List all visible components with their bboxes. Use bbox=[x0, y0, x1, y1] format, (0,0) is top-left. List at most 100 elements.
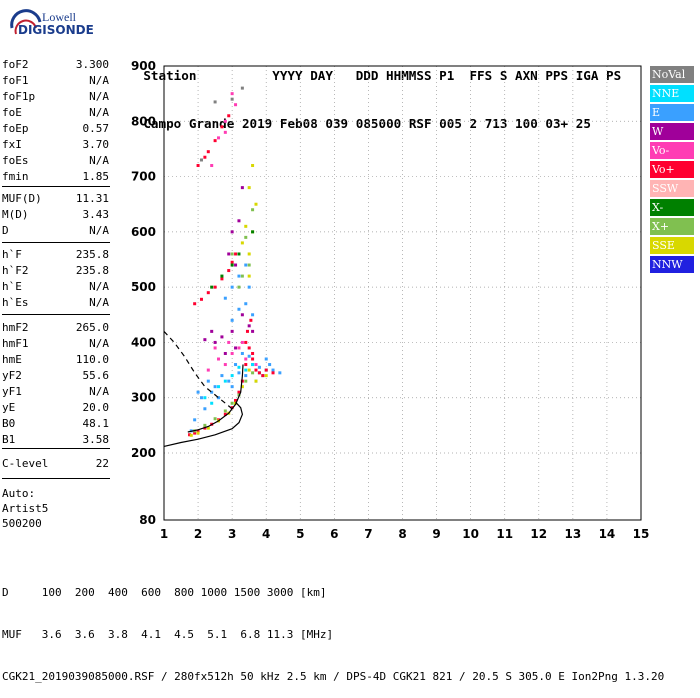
param-row: hmF2 265.0 bbox=[2, 321, 109, 337]
value-hhmmss: 085000 bbox=[355, 116, 402, 131]
echo-point bbox=[206, 379, 210, 383]
echo-point bbox=[254, 202, 258, 206]
value-axn: 713 bbox=[484, 116, 508, 131]
echo-point bbox=[244, 368, 248, 372]
auto-code: 500200 bbox=[2, 517, 42, 530]
echo-point bbox=[227, 379, 231, 383]
legend-item: SSW bbox=[650, 180, 694, 197]
echo-point bbox=[251, 371, 255, 375]
echo-point bbox=[199, 297, 203, 301]
echo-point bbox=[230, 329, 234, 333]
echo-point bbox=[244, 340, 248, 344]
echo-point bbox=[237, 371, 241, 375]
label-pps: PPS bbox=[545, 68, 569, 83]
echo-point bbox=[203, 338, 207, 342]
echo-point bbox=[234, 252, 238, 256]
echo-point bbox=[203, 423, 207, 427]
echo-point bbox=[230, 285, 234, 289]
echo-point bbox=[223, 351, 227, 355]
param-value: 235.8 bbox=[75, 264, 109, 277]
param-key: h`F bbox=[2, 248, 22, 261]
echo-point bbox=[230, 230, 234, 234]
value-p1: RSF bbox=[408, 116, 432, 131]
echo-point bbox=[213, 340, 217, 344]
param-value: 48.1 bbox=[82, 417, 110, 430]
echo-point bbox=[245, 329, 249, 333]
echo-point bbox=[244, 374, 248, 378]
param-row: foF1 N/A bbox=[2, 74, 109, 90]
param-key: h`F2 bbox=[2, 264, 29, 277]
legend-item: SSE bbox=[650, 237, 694, 254]
distance-row: D 100 200 400 600 800 1000 1500 3000 [km… bbox=[2, 586, 327, 599]
echo-point bbox=[240, 385, 244, 389]
echo-point bbox=[213, 285, 217, 289]
echo-point bbox=[213, 139, 217, 143]
legend-item: NoVal bbox=[650, 66, 694, 83]
logo-lowell: Lowell bbox=[42, 10, 76, 24]
x-tick-label: 1 bbox=[160, 527, 168, 541]
param-value: 265.0 bbox=[75, 321, 109, 334]
echo-point bbox=[230, 263, 234, 267]
echo-point bbox=[254, 368, 258, 372]
x-tick-label: 5 bbox=[296, 527, 304, 541]
echo-point bbox=[247, 274, 251, 278]
echo-point bbox=[230, 374, 234, 378]
echo-point bbox=[220, 277, 224, 281]
plot-frame bbox=[163, 65, 642, 521]
param-value: N/A bbox=[89, 224, 109, 237]
echo-point bbox=[220, 125, 224, 129]
y-tick-label: 700 bbox=[131, 170, 156, 184]
echo-point bbox=[237, 252, 241, 256]
profile-curve bbox=[163, 330, 233, 410]
header-values: Campo Grande 2019 Feb08 039 085000 RSF 0… bbox=[113, 100, 621, 131]
param-row: yE 20.0 bbox=[2, 401, 109, 417]
legend-item: Vo+ bbox=[650, 161, 694, 178]
legend-item: NNE bbox=[650, 85, 694, 102]
legend-item: E bbox=[650, 104, 694, 121]
y-tick-label: 400 bbox=[131, 335, 156, 349]
x-tick-label: 14 bbox=[599, 527, 616, 541]
label-axn: AXN bbox=[515, 68, 538, 83]
echo-point bbox=[244, 235, 248, 239]
x-tick-label: 2 bbox=[194, 527, 202, 541]
echo-point bbox=[210, 164, 214, 168]
echo-point bbox=[223, 379, 227, 383]
echo-point bbox=[237, 219, 241, 223]
param-row: fmin 1.85 bbox=[2, 170, 109, 186]
echo-point bbox=[240, 340, 244, 344]
param-key: fxI bbox=[2, 138, 22, 151]
echo-point bbox=[247, 285, 251, 289]
echo-point bbox=[251, 164, 255, 168]
label-station: Station bbox=[143, 68, 197, 83]
echo-point bbox=[223, 130, 227, 134]
param-separator bbox=[2, 314, 110, 315]
echo-point bbox=[196, 390, 200, 394]
param-key: foE bbox=[2, 106, 22, 119]
echo-point bbox=[234, 263, 238, 267]
echo-point bbox=[206, 150, 210, 154]
echo-point bbox=[251, 363, 255, 367]
auto-label: Auto: bbox=[2, 487, 36, 500]
echo-point bbox=[217, 357, 221, 361]
y-tick-label: 200 bbox=[131, 446, 156, 460]
echo-point bbox=[268, 363, 272, 367]
y-tick-label: 600 bbox=[131, 225, 156, 239]
param-value: N/A bbox=[89, 337, 109, 350]
echo-point bbox=[193, 431, 197, 435]
y-tick-label: 300 bbox=[131, 391, 156, 405]
echo-point bbox=[237, 285, 241, 289]
value-ps: 25 bbox=[575, 116, 591, 131]
param-row: yF2 55.6 bbox=[2, 369, 109, 385]
x-tick-label: 15 bbox=[633, 527, 650, 541]
value-yyyy: 2019 bbox=[241, 116, 273, 131]
echo-point bbox=[227, 114, 231, 118]
param-key: yE bbox=[2, 401, 16, 414]
param-key: hmE bbox=[2, 353, 22, 366]
logo-swirl-icon bbox=[10, 9, 42, 35]
legend-item: X+ bbox=[650, 218, 694, 235]
y-tick-label: 900 bbox=[131, 59, 156, 73]
x-tick-label: 6 bbox=[330, 527, 338, 541]
param-key: fmin bbox=[2, 170, 29, 183]
param-row: foF2 3.300 bbox=[2, 58, 109, 74]
echo-point bbox=[240, 351, 244, 355]
